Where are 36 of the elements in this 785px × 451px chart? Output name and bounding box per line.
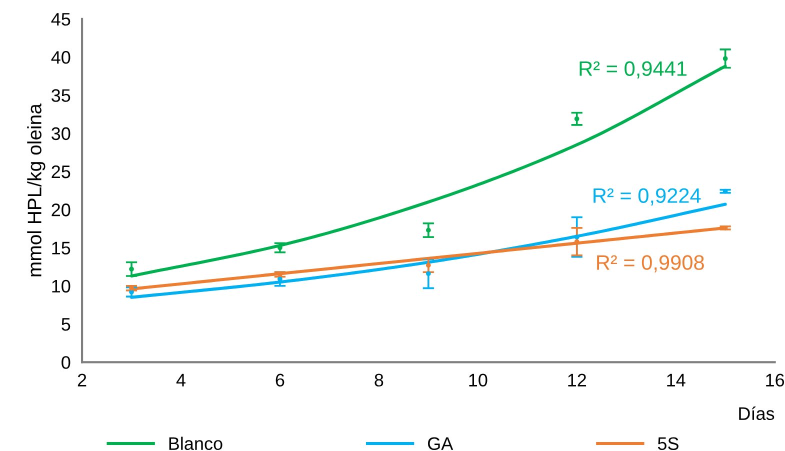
point [129,290,134,294]
point [574,239,580,244]
annotation: R² = 0,9441 [580,61,686,78]
annotation: R² = 0,9908 [597,255,704,272]
point [426,262,431,268]
legend-label: 5S [658,437,678,450]
x-tick-label: 2 [78,374,86,386]
y-tick-label: 20 [52,204,70,216]
y-tick-label: 40 [51,51,70,64]
y-tick-label: 5 [62,318,70,331]
annotation: R² = 0,9224 [594,188,701,206]
legend-label: Blanco [169,436,222,450]
y-tick-label: 15 [52,242,70,254]
y-tick-label: 10 [52,280,70,293]
x-tick-label: 6 [276,374,284,387]
legend-label: GA [428,437,454,450]
point [426,271,431,276]
x-tick-label: 10 [469,374,488,387]
x-tick-label: 4 [176,374,186,386]
point [722,56,728,62]
y-tick-label: 25 [52,165,70,178]
point [129,266,134,272]
y-tick-label: 35 [52,89,70,102]
x-tick-label: 14 [667,374,686,386]
x-tick-label: 16 [766,374,784,387]
x-tick-label: 12 [568,374,586,386]
point [574,116,580,122]
point [278,276,282,282]
x-tick-label: 8 [374,374,384,387]
y-tick-label: 45 [51,13,70,26]
point [426,228,431,233]
y-axis-title: mmol HPL/kg oleina [27,104,46,276]
y-tick-label: 30 [52,127,70,140]
x-axis-title: Días [739,406,774,420]
point [574,234,580,240]
y-tick-label: 0 [62,356,70,369]
